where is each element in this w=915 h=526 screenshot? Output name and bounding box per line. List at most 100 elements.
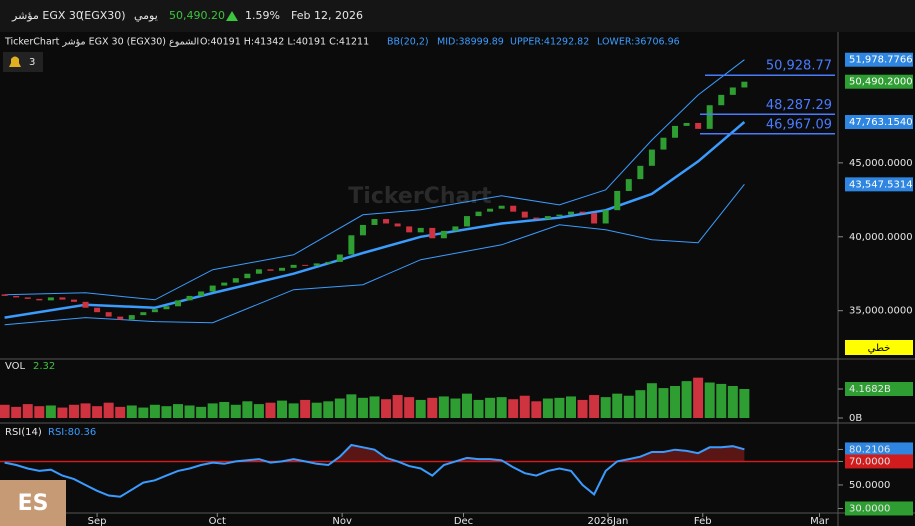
candle <box>24 297 31 299</box>
header-bar <box>0 0 915 32</box>
volume-bar <box>219 402 230 418</box>
candle <box>221 282 228 286</box>
info-source: TickerChart مؤشر EGX 30 (EGX30) الشموع <box>4 37 199 48</box>
x-tick-label: Sep <box>88 516 107 526</box>
candle <box>672 125 679 138</box>
candle <box>487 208 494 212</box>
candle <box>417 227 424 233</box>
band-lower <box>4 183 745 326</box>
x-tick-label: Mar <box>810 516 830 526</box>
alert-box[interactable] <box>3 52 43 72</box>
volume-bar <box>115 406 126 418</box>
volume-bar <box>80 403 91 418</box>
volume-bar <box>357 397 368 418</box>
volume-bar <box>253 404 264 418</box>
y-tick-label: 45,000.0000 <box>849 158 913 169</box>
volume-bar <box>681 381 692 418</box>
candle <box>533 217 540 220</box>
y-tick-label: 70.0000 <box>849 456 890 467</box>
x-tick-label: Nov <box>332 516 352 526</box>
last-price: 50,490.20 <box>169 9 225 22</box>
volume-bar <box>138 407 149 418</box>
candle <box>429 227 436 239</box>
info-bb: BB(20,2) <box>387 37 429 48</box>
candle <box>706 105 713 129</box>
volume-bar <box>542 398 553 418</box>
es-label: ES <box>18 491 49 516</box>
candle <box>70 299 77 302</box>
candle <box>625 179 632 191</box>
volume-bar <box>161 406 172 418</box>
level-label: 46,967.09 <box>766 117 832 132</box>
vol-name: VOL <box>5 361 26 372</box>
volume-bar <box>184 405 195 418</box>
vol-last: 2.32 <box>33 361 55 372</box>
candle <box>163 306 170 310</box>
y-tick-label: 35,000.0000 <box>849 306 913 317</box>
mode-label: خطي <box>868 343 891 354</box>
candle <box>13 295 20 298</box>
volume-bar <box>381 399 392 418</box>
candle <box>36 298 43 301</box>
candle <box>406 226 413 233</box>
candle <box>82 301 89 308</box>
candle <box>371 219 378 225</box>
up-arrow <box>226 11 238 21</box>
candle <box>94 307 101 313</box>
candle <box>383 219 390 224</box>
price-badge-label: 43,547.5314 <box>849 179 913 190</box>
volume-bar <box>334 398 345 418</box>
volume-bar <box>716 383 727 418</box>
symbol: مؤشر EGX 30 <box>11 9 83 22</box>
change: 1.59% <box>245 9 280 22</box>
volume-bar <box>461 393 472 418</box>
volume-bar <box>230 404 241 418</box>
volume-bar <box>0 404 10 418</box>
volume-bar <box>207 403 218 418</box>
candle <box>128 315 135 320</box>
candle <box>567 211 574 215</box>
value-badge <box>845 382 913 397</box>
volume-bar <box>600 397 611 418</box>
candle <box>718 94 725 106</box>
candle <box>591 213 598 224</box>
candle <box>290 264 297 268</box>
volume-bar <box>670 386 681 418</box>
candle <box>475 211 482 217</box>
info-mid: MID:38999.89 <box>437 37 504 48</box>
price-badge-label: 50,490.2000 <box>849 77 913 88</box>
volume-bar <box>300 399 311 418</box>
candle <box>579 211 586 214</box>
volume-bar <box>704 382 715 418</box>
value-badge <box>845 454 913 469</box>
candle <box>683 122 690 126</box>
info-lower: LOWER:36706.96 <box>597 37 680 48</box>
candle <box>313 263 320 266</box>
volume-bar <box>277 400 288 418</box>
candle <box>741 81 748 88</box>
price-badge-label: 47,763.1540 <box>849 117 913 128</box>
volume-bar <box>369 396 380 418</box>
volume-bar <box>415 399 426 418</box>
volume-bar <box>727 386 738 418</box>
candle <box>151 309 158 313</box>
code: (EGX30) <box>80 9 126 22</box>
y-tick-label: 0B <box>849 413 862 424</box>
volume-bar <box>739 389 750 418</box>
volume-bar <box>577 399 588 418</box>
bell-icon <box>9 56 21 67</box>
volume-bar <box>612 393 623 418</box>
band-upper <box>4 59 745 301</box>
price-badge <box>845 52 913 67</box>
candle <box>394 223 401 227</box>
volume-bar <box>554 397 565 418</box>
mode-box[interactable] <box>845 340 913 355</box>
volume-bar <box>68 404 79 418</box>
volume-bar <box>45 405 56 418</box>
volume-bar <box>92 406 103 418</box>
es-box[interactable] <box>0 480 66 526</box>
volume-bar <box>519 395 530 418</box>
candle <box>255 269 262 274</box>
candle <box>336 254 343 262</box>
